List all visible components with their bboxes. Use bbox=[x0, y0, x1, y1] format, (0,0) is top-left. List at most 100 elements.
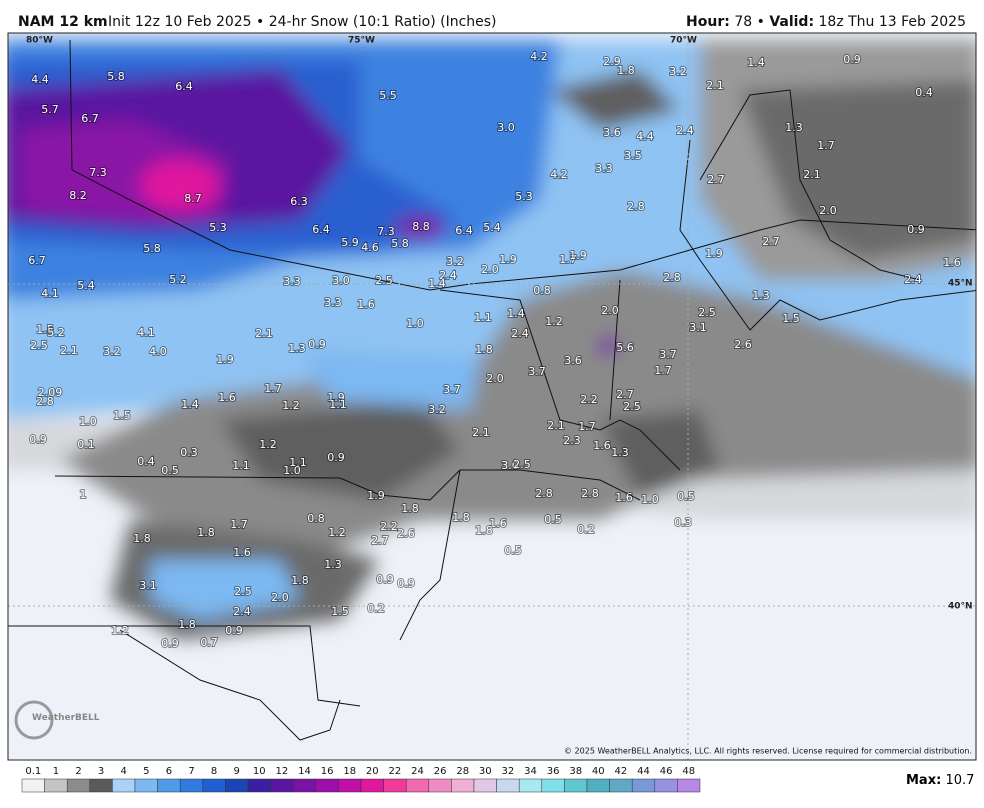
snow-value: 0.9 bbox=[29, 433, 47, 446]
snow-value: 4.1 bbox=[137, 326, 155, 339]
snow-value: 8.2 bbox=[69, 189, 87, 202]
snow-value: 1.6 bbox=[943, 256, 961, 269]
snow-value: 8.8 bbox=[412, 220, 430, 233]
colorbar-label: 2 bbox=[75, 766, 81, 777]
snow-value: 3.2 bbox=[669, 65, 687, 78]
snow-value: 2.3 bbox=[563, 434, 581, 447]
max-label: Max: bbox=[906, 773, 941, 788]
snow-value: 2.4 bbox=[904, 273, 922, 286]
colorbar-label: 12 bbox=[276, 766, 289, 777]
graticule bbox=[8, 33, 976, 760]
snow-value: 2.8 bbox=[36, 395, 54, 408]
colorbar-cell bbox=[315, 778, 339, 793]
snow-value: 2.8 bbox=[663, 271, 681, 284]
snow-value: 0.2 bbox=[367, 602, 385, 615]
colorbar-label: 48 bbox=[682, 766, 695, 777]
colorbar-label: 34 bbox=[524, 766, 537, 777]
logo-text: WeatherBELL bbox=[32, 713, 100, 723]
colorbar-label: 22 bbox=[389, 766, 402, 777]
snow-value: 4.1 bbox=[41, 287, 59, 300]
grid-label: 70°W bbox=[670, 36, 697, 46]
snow-value: 2.1 bbox=[803, 168, 821, 181]
snow-value: 1.8 bbox=[452, 511, 470, 524]
snow-value: 2.4 bbox=[233, 605, 251, 618]
snow-value: 3.2 bbox=[428, 403, 446, 416]
snow-value: 2.5 bbox=[30, 339, 48, 352]
snow-value: 2.5 bbox=[623, 400, 641, 413]
snow-value: 2.8 bbox=[535, 487, 553, 500]
snow-value: 1.6 bbox=[615, 491, 633, 504]
grid-label: 40°N bbox=[948, 602, 973, 612]
colorbar-label: 44 bbox=[637, 766, 650, 777]
snow-value: 0.9 bbox=[843, 53, 861, 66]
snow-value: 1.9 bbox=[499, 253, 517, 266]
snow-value: 4.2 bbox=[530, 50, 548, 63]
colorbar-cell bbox=[496, 778, 520, 793]
snow-value: 3.7 bbox=[659, 348, 677, 361]
snow-value: 1.6 bbox=[233, 546, 251, 559]
snow-value: 2.5 bbox=[234, 585, 252, 598]
map: 80°W 75°W 70°W 45°N 40°N 4.4 5.8 6.4 5.7 6.7 5.5 4.… bbox=[8, 33, 976, 760]
snow-value: 1.8 bbox=[291, 574, 309, 587]
colorbar-cell bbox=[518, 778, 543, 793]
colorbar-cell bbox=[179, 778, 204, 793]
snow-value: 3.7 bbox=[443, 383, 461, 396]
snow-value: 1.0 bbox=[79, 415, 97, 428]
snow-value: 0.9 bbox=[225, 624, 243, 637]
snow-value: 1.4 bbox=[507, 307, 525, 320]
colorbar-cell bbox=[202, 778, 226, 793]
colorbar-cell bbox=[473, 778, 497, 793]
snow-value: 5.8 bbox=[143, 242, 161, 255]
max-info: Max: 10.7 bbox=[906, 773, 974, 788]
snow-value: 1.4 bbox=[428, 277, 446, 290]
colorbar-label: 8 bbox=[211, 766, 217, 777]
snow-value: 6.3 bbox=[290, 195, 308, 208]
snow-value: 3.3 bbox=[595, 162, 613, 175]
snow-value: 2.1 bbox=[547, 419, 565, 432]
snow-value: 1.9 bbox=[705, 247, 723, 260]
colorbar-label: 26 bbox=[434, 766, 447, 777]
colorbar-cell bbox=[631, 778, 656, 793]
snow-value: 2.9 bbox=[603, 55, 621, 68]
snow-value: 1.8 bbox=[475, 343, 493, 356]
colorbar-label: 9 bbox=[234, 766, 240, 777]
snow-value: 1.3 bbox=[288, 342, 306, 355]
snow-value: 2.6 bbox=[734, 338, 752, 351]
snow-value: 3.2 bbox=[103, 345, 121, 358]
snow-value: 4.0 bbox=[149, 345, 167, 358]
snow-value: 5.4 bbox=[483, 221, 501, 234]
snow-value: 0.4 bbox=[137, 455, 155, 468]
snow-value: 0.5 bbox=[677, 490, 695, 503]
snow-value: 1.5 bbox=[782, 312, 800, 325]
snow-value: 2.2 bbox=[380, 520, 398, 533]
snow-value: 1.8 bbox=[133, 532, 151, 545]
grid-label: 75°W bbox=[348, 36, 375, 46]
colorbar-label: 18 bbox=[343, 766, 356, 777]
snow-value: 6.4 bbox=[175, 80, 193, 93]
snow-value: 0.9 bbox=[327, 451, 345, 464]
snow-value: 1.5 bbox=[113, 409, 131, 422]
snow-value: 0.2 bbox=[577, 523, 595, 536]
snow-value: 1.2 bbox=[111, 624, 129, 637]
colorbar-cell bbox=[677, 778, 701, 793]
colorbar-label: 16 bbox=[321, 766, 334, 777]
snow-value: 0.9 bbox=[161, 637, 179, 650]
snow-value: 5.8 bbox=[391, 237, 409, 250]
snow-value: 0.3 bbox=[674, 516, 692, 529]
copyright: © 2025 WeatherBELL Analytics, LLC. All r… bbox=[564, 747, 972, 756]
snow-value: 0.9 bbox=[907, 223, 925, 236]
colorbar-label: 24 bbox=[411, 766, 424, 777]
snow-value: 0.9 bbox=[376, 573, 394, 586]
snow-value: 3.0 bbox=[497, 121, 515, 134]
snow-value: 2.7 bbox=[707, 173, 725, 186]
snow-value: 0.1 bbox=[77, 438, 95, 451]
snow-value: 2.8 bbox=[581, 487, 599, 500]
snow-value: 1.9 bbox=[327, 391, 345, 404]
colorbar-cell bbox=[89, 778, 113, 793]
grid-label: 45°N bbox=[948, 279, 973, 289]
snow-value: 1.4 bbox=[181, 398, 199, 411]
colorbar-cell bbox=[541, 778, 565, 793]
snow-value: 3.6 bbox=[564, 354, 582, 367]
